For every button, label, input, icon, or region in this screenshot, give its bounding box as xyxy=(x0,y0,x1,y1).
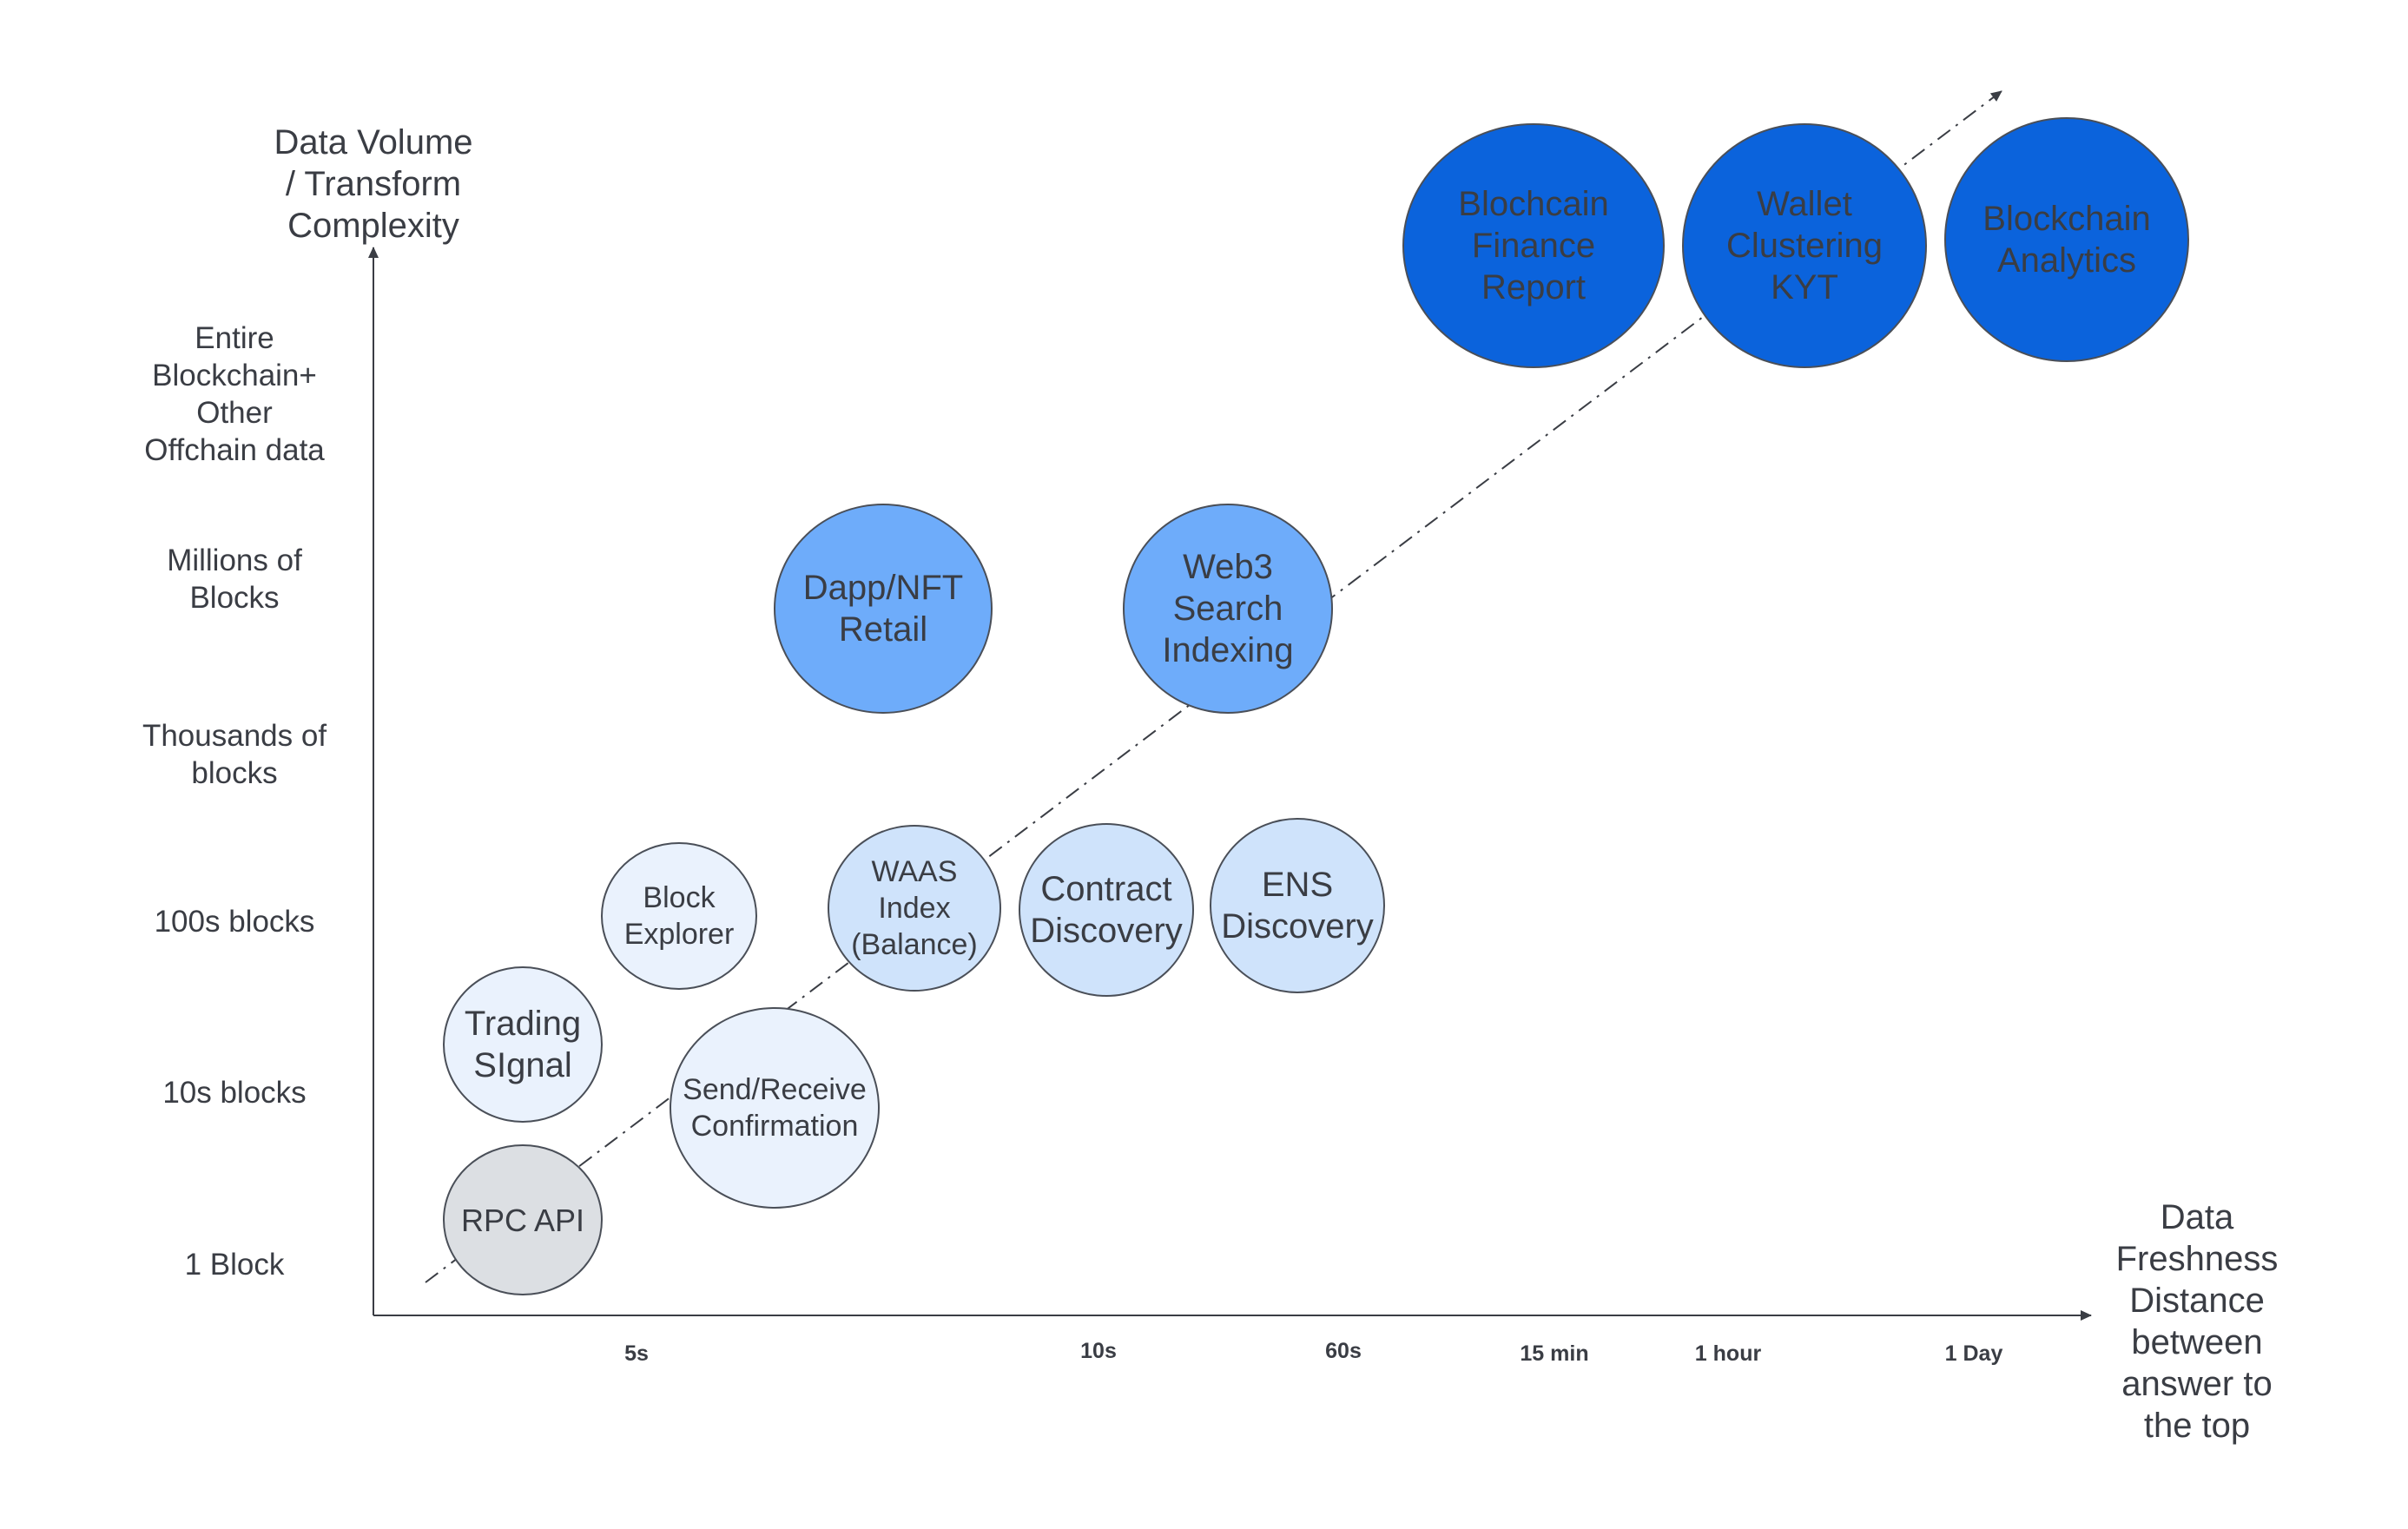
y-level-100s: 100s blocks xyxy=(154,905,315,939)
node-wallet-clustering-kyt: Wallet Clustering KYT xyxy=(1682,123,1927,368)
node-web3-search-indexing-label: Web3 Search Indexing xyxy=(1162,548,1294,669)
node-dapp-nft-retail: Dapp/NFT Retail xyxy=(774,504,993,714)
x-level-5s: 5s xyxy=(624,1341,649,1366)
node-block-explorer-label: Block Explorer xyxy=(623,881,735,951)
node-trading-signal: Trading SIgnal xyxy=(443,966,603,1123)
node-blockchain-finance-report: Blochcain Finance Report xyxy=(1402,123,1665,368)
x-level-1day: 1 Day xyxy=(1944,1341,2003,1366)
node-ens-discovery: ENS Discovery xyxy=(1210,818,1385,993)
node-waas-index-label: WAAS Index (Balance) xyxy=(851,855,978,961)
x-level-1hour: 1 hour xyxy=(1694,1341,1762,1366)
node-send-receive-label: Send/Receive Confirmation xyxy=(683,1073,867,1143)
node-contract-discovery: Contract Discovery xyxy=(1019,823,1194,997)
node-blockchain-analytics: Blockchain Analytics xyxy=(1944,117,2189,362)
x-level-60s: 60s xyxy=(1325,1339,1362,1363)
x-level-15min: 15 min xyxy=(1520,1341,1589,1366)
node-waas-index: WAAS Index (Balance) xyxy=(828,825,1001,992)
node-send-receive: Send/Receive Confirmation xyxy=(670,1007,880,1209)
node-blockchain-finance-report-label: Blochcain Finance Report xyxy=(1458,185,1609,306)
y-level-thousands: Thousands of blocks xyxy=(142,719,327,790)
node-web3-search-indexing: Web3 Search Indexing xyxy=(1123,504,1333,714)
x-level-10s: 10s xyxy=(1080,1339,1117,1363)
y-level-millions: Millions of Blocks xyxy=(167,544,302,615)
node-blockchain-analytics-label: Blockchain Analytics xyxy=(1982,200,2151,280)
node-ens-discovery-label: ENS Discovery xyxy=(1221,866,1374,946)
y-level-entire-blockchain: Entire Blockchain+ Other Offchain data xyxy=(144,321,325,467)
x-axis-title: Data Freshness Distance between answer t… xyxy=(2115,1198,2279,1445)
node-block-explorer: Block Explorer xyxy=(601,842,757,990)
node-rpc-api-label: RPC API xyxy=(460,1202,585,1238)
node-rpc-api: RPC API xyxy=(443,1144,603,1295)
y-level-10s: 10s blocks xyxy=(162,1076,307,1110)
node-contract-discovery-label: Contract Discovery xyxy=(1030,870,1183,950)
y-axis-title: Data Volume / Transform Complexity xyxy=(274,123,473,245)
node-dapp-nft-retail-label: Dapp/NFT Retail xyxy=(802,569,964,649)
y-level-1-block: 1 Block xyxy=(184,1248,285,1282)
node-wallet-clustering-kyt-label: Wallet Clustering KYT xyxy=(1725,185,1884,306)
node-trading-signal-label: Trading SIgnal xyxy=(464,1005,582,1084)
